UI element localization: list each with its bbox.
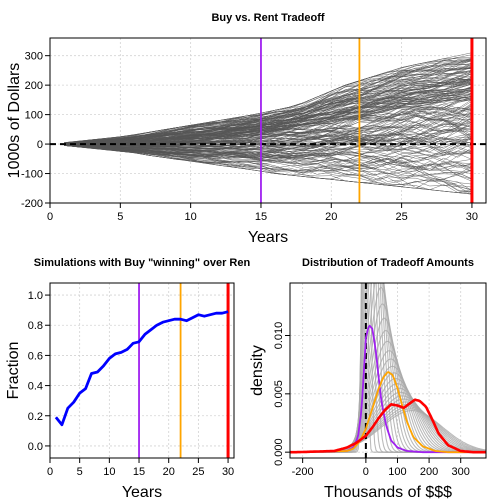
plot-frame	[289, 282, 487, 459]
y-tick-label: 0.0	[28, 441, 43, 453]
x-tick-label: 5	[77, 466, 83, 478]
chart-title: Simulations with Buy "winning" over Ren	[34, 257, 251, 269]
y-tick-label: -100	[21, 169, 43, 181]
y-tick-label: 200	[25, 80, 43, 92]
x-tick-label: 10	[103, 466, 115, 478]
x-axis-label: Years	[122, 484, 162, 501]
y-tick-label: 1.0	[28, 290, 43, 302]
panel-3: -200 0 100 200 300 0.000 0.005 0.010 Distributio…	[249, 257, 487, 501]
density-layer	[290, 283, 486, 458]
x-tick-label: 10	[185, 211, 197, 223]
x-tick-label: 30	[466, 211, 478, 223]
simulation-line	[64, 57, 472, 144]
x-tick-label: 25	[192, 466, 204, 478]
x-tick-label: 5	[117, 211, 123, 223]
x-tick-label: 15	[133, 466, 145, 478]
y-tick-label: 0	[37, 139, 43, 151]
x-axis-label: Thousands of $$$	[324, 484, 452, 501]
simulation-line	[64, 66, 472, 144]
x-tick-label: 200	[420, 466, 438, 478]
simulation-line	[64, 66, 472, 144]
y-axis-label: Fraction	[5, 342, 22, 400]
y-axis-label: density	[249, 345, 266, 396]
y-tick-label: -200	[21, 198, 43, 210]
y-tick-label: 300	[25, 51, 43, 63]
simulation-line	[64, 145, 472, 181]
y-tick-label: 0.005	[273, 380, 285, 408]
x-tick-label: 0	[363, 466, 369, 478]
x-tick-label: 0	[47, 211, 53, 223]
x-tick-label: 300	[452, 466, 470, 478]
y-tick-label: 0.2	[28, 411, 43, 423]
x-tick-label: 20	[325, 211, 337, 223]
x-tick-label: 100	[388, 466, 406, 478]
plot-frame	[49, 37, 487, 204]
x-tick-label: 0	[47, 466, 53, 478]
buy-winning-fraction-line	[54, 310, 229, 427]
x-axis-label: Years	[248, 229, 288, 246]
x-tick-label: 20	[163, 466, 175, 478]
y-axis-label: 1000s of Dollars	[6, 63, 23, 179]
y-tick-label: 100	[25, 110, 43, 122]
plot-frame	[49, 282, 235, 459]
y-tick-label: 0.010	[273, 322, 285, 350]
panel-2: 0 5 10 15 20 25 30 0.0 0.2 0.4 0.6 0.8 1.0 Simulation…	[5, 257, 250, 501]
simulation-line	[64, 59, 472, 143]
x-tick-label: -200	[292, 466, 314, 478]
density-curve-year-30	[290, 398, 486, 454]
y-tick-label: 0.6	[28, 350, 43, 362]
y-tick-label: 0.4	[28, 381, 43, 393]
y-tick-label: 0.000	[273, 438, 285, 466]
x-tick-label: 25	[395, 211, 407, 223]
x-tick-label: 30	[222, 466, 234, 478]
x-tick-label: 15	[255, 211, 267, 223]
chart-title: Buy vs. Rent Tradeoff	[211, 12, 324, 24]
simulation-line	[64, 145, 472, 171]
simulation-lines	[64, 52, 473, 195]
y-tick-label: 0.8	[28, 320, 43, 332]
simulation-line	[64, 83, 472, 145]
panel-1: 0 5 10 15 20 25 30 -200 -100 0 100 200 300 Buy vs. Re…	[6, 12, 487, 246]
simulation-line	[64, 62, 473, 144]
chart-title: Distribution of Tradeoff Amounts	[302, 257, 474, 269]
